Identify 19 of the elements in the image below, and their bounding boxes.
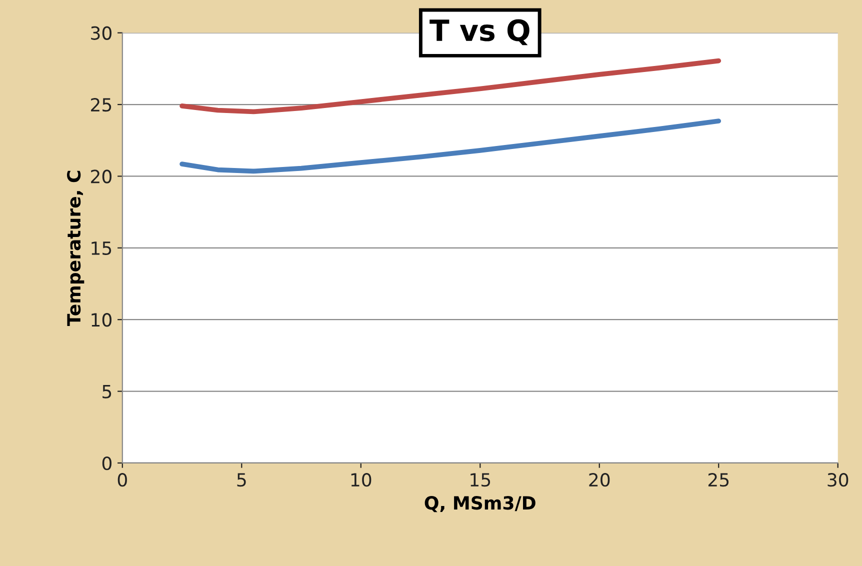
x-axis-title: Q, MSm3/D: [424, 496, 536, 512]
x-tick-label: 15: [470, 473, 490, 487]
line-series: [180, 118, 722, 174]
line-series: [180, 58, 722, 114]
y-tick-label: 10: [92, 313, 112, 327]
x-tick-label: 10: [351, 473, 372, 487]
x-tick-label: 25: [708, 473, 729, 487]
y-tick-label: 25: [91, 98, 112, 112]
y-tick-label: 0: [102, 456, 112, 470]
y-axis-title: Temperature, C: [66, 170, 84, 326]
y-tick-label: 5: [102, 384, 112, 398]
x-tick-label: 20: [589, 473, 610, 487]
chart-title: T vs Q: [430, 19, 530, 46]
y-tick-label: 20: [91, 170, 112, 184]
x-tick-label: 5: [237, 473, 246, 487]
y-tick-label: 15: [92, 242, 112, 256]
y-tick-label: 30: [91, 26, 112, 40]
x-tick-label: 30: [828, 473, 848, 487]
x-tick-label: 0: [118, 473, 127, 487]
